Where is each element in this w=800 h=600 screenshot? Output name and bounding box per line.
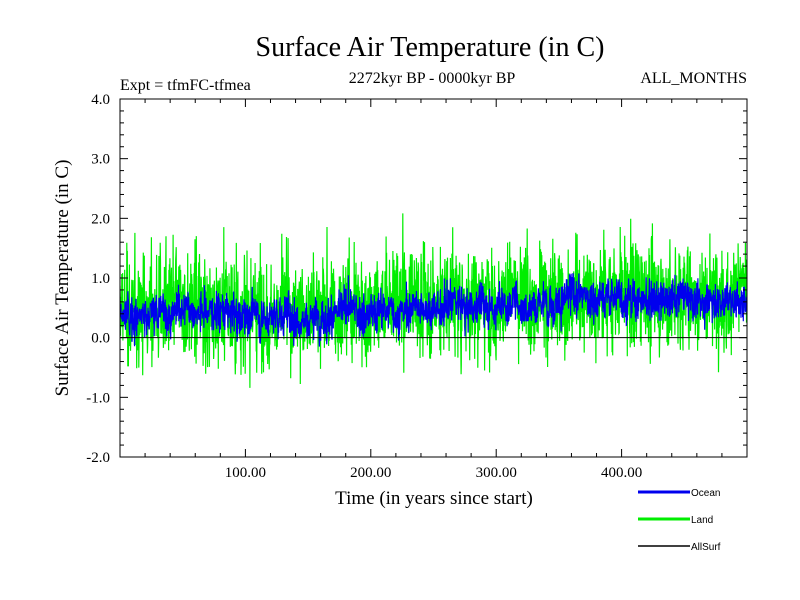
- x-tick-label: 100.00: [225, 465, 266, 481]
- x-tick-label: 400.00: [601, 465, 642, 481]
- y-tick-label: 0.0: [91, 331, 110, 347]
- x-tick-label: 200.00: [350, 465, 391, 481]
- chart-title: Surface Air Temperature (in C): [256, 32, 605, 63]
- legend-label-ocean: Ocean: [691, 488, 720, 499]
- chart-subtitle: 2272kyr BP - 0000kyr BP: [349, 70, 516, 87]
- months-label: ALL_MONTHS: [640, 70, 747, 87]
- experiment-label: Expt = tfmFC-tfmea: [120, 77, 251, 94]
- x-tick-label: 300.00: [476, 465, 517, 481]
- legend-label-allsurf: AllSurf: [691, 542, 721, 553]
- y-tick-label: 2.0: [91, 211, 110, 227]
- legend-label-land: Land: [691, 515, 713, 526]
- y-tick-label: -2.0: [86, 450, 110, 466]
- y-tick-label: 4.0: [91, 92, 110, 108]
- y-tick-label: 3.0: [91, 152, 110, 168]
- y-axis-label: Surface Air Temperature (in C): [52, 160, 73, 397]
- x-axis-label: Time (in years since start): [335, 488, 533, 509]
- plot-area: [120, 213, 747, 388]
- y-tick-label: -1.0: [86, 390, 110, 406]
- y-tick-label: 1.0: [91, 271, 110, 287]
- series-line-ocean: [120, 273, 747, 347]
